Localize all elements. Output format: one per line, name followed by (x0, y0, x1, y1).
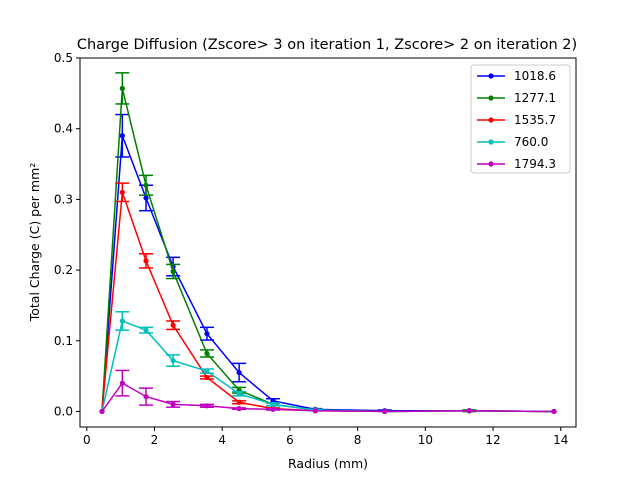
data-point (143, 327, 149, 333)
x-tick-label: 10 (418, 433, 433, 447)
legend-marker (488, 161, 494, 167)
legend-entry: 760.0 (477, 135, 548, 149)
data-point (236, 399, 242, 405)
data-point (170, 401, 176, 407)
data-point (119, 380, 125, 386)
data-point (204, 331, 210, 337)
x-axis-label: Radius (mm) (288, 456, 368, 471)
x-axis-ticks: 0 2 4 6 8 10 12 14 (83, 427, 568, 447)
y-tick-label: 0.5 (54, 51, 73, 65)
legend-label: 760.0 (514, 135, 548, 149)
series-line (101, 135, 554, 413)
data-point (119, 133, 125, 139)
legend-entry: 1018.6 (477, 69, 556, 83)
y-tick-label: 0.0 (54, 404, 73, 418)
data-point (204, 403, 210, 409)
series-1794.3 (99, 369, 557, 415)
legend-entry: 1277.1 (477, 91, 556, 105)
legend-entry: 1535.7 (477, 113, 556, 127)
data-point (382, 408, 388, 415)
data-point (170, 322, 176, 328)
chart-legend: 1018.6 1277.1 1535.7 760.0 1794.3 (470, 64, 571, 174)
plot-frame (79, 57, 577, 428)
legend-marker (488, 139, 494, 145)
chart-title: Charge Diffusion (Zscore> 3 on iteration… (77, 37, 577, 53)
legend-marker (488, 95, 494, 101)
data-point (204, 368, 210, 374)
data-point (204, 350, 210, 357)
x-tick-label: 8 (354, 433, 362, 447)
x-tick-label: 6 (286, 433, 294, 447)
legend-box (470, 64, 571, 174)
x-tick-label: 14 (553, 433, 568, 447)
data-point (119, 85, 125, 91)
data-point (236, 369, 242, 376)
legend-label: 1277.1 (514, 91, 556, 105)
legend-entry: 1794.3 (477, 157, 556, 171)
data-point (270, 401, 276, 407)
legend-label: 1794.3 (514, 157, 556, 171)
y-tick-label: 0.2 (54, 263, 73, 277)
data-point (270, 406, 276, 412)
x-tick-label: 4 (218, 433, 226, 447)
y-tick-label: 0.1 (54, 334, 73, 348)
series-line (101, 192, 554, 413)
data-point (170, 268, 176, 275)
y-axis-label: Total Charge (C) per mm² (27, 163, 42, 323)
plot-marks (99, 72, 557, 415)
data-point (143, 195, 149, 201)
y-tick-label: 0.4 (54, 122, 73, 136)
data-point (551, 408, 557, 415)
data-point (119, 189, 125, 195)
legend-marker (488, 73, 494, 79)
y-axis-ticks: 0.0 0.1 0.2 0.3 0.4 0.5 (54, 51, 80, 418)
series-760.0 (99, 311, 557, 415)
data-point (466, 408, 472, 414)
data-point (143, 394, 149, 400)
data-point (143, 182, 149, 188)
data-point (119, 318, 125, 324)
data-point (99, 408, 105, 415)
data-point (204, 374, 210, 381)
data-point (143, 258, 149, 264)
x-tick-label: 12 (485, 433, 500, 447)
legend-marker (488, 117, 494, 123)
series-1535.7 (99, 182, 557, 415)
data-point (170, 357, 176, 364)
data-point (236, 391, 242, 397)
legend-label: 1018.6 (514, 69, 556, 83)
x-tick-label: 0 (83, 433, 91, 447)
y-tick-label: 0.3 (54, 192, 73, 206)
legend-label: 1535.7 (514, 113, 556, 127)
data-point (312, 408, 318, 414)
x-tick-label: 2 (151, 433, 159, 447)
data-point (236, 406, 242, 412)
